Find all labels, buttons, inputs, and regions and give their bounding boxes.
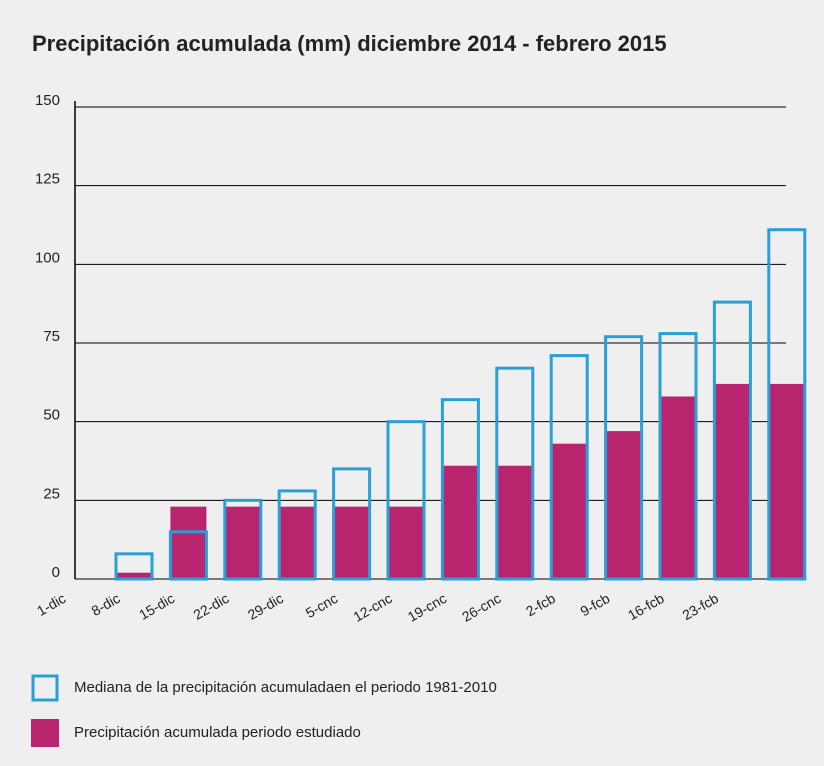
y-tick-label: 0 [52,564,60,581]
y-tick-label: 100 [35,249,60,266]
bar [116,572,152,579]
bar-outline [549,354,589,581]
bar [768,383,805,579]
bar [551,443,588,579]
bar [660,396,696,579]
legend-swatch [31,674,59,702]
bar-outline [386,420,426,581]
bar-outline [604,335,644,581]
bar [279,506,316,579]
legend-label: Precipitación acumulada periodo estudiad… [74,724,361,741]
y-tick-label: 150 [35,92,60,109]
bar [388,506,424,579]
bar-outline [277,489,317,581]
bar [442,465,479,579]
y-tick-label: 25 [43,485,60,502]
bar [170,506,207,579]
bar [333,506,370,579]
bar-outline [712,300,752,581]
legend-label: Mediana de la precipitación acumuladaen … [74,679,497,696]
bar-outline [332,467,372,581]
bar-outline [168,530,208,581]
bar-outline [440,398,480,581]
bar-outline [767,228,807,581]
bar-outline [658,332,698,581]
bar [605,431,642,579]
bar [224,506,261,579]
bar-outline [114,552,154,581]
y-tick-label: 75 [43,328,60,345]
bar [496,465,533,579]
bar [714,383,751,579]
bar-outline [223,498,263,581]
chart-title: Precipitación acumulada (mm) diciembre 2… [32,31,667,56]
bar-outline [495,366,535,581]
y-tick-label: 125 [35,171,60,188]
legend-swatch [31,719,59,747]
y-tick-label: 50 [43,407,60,424]
